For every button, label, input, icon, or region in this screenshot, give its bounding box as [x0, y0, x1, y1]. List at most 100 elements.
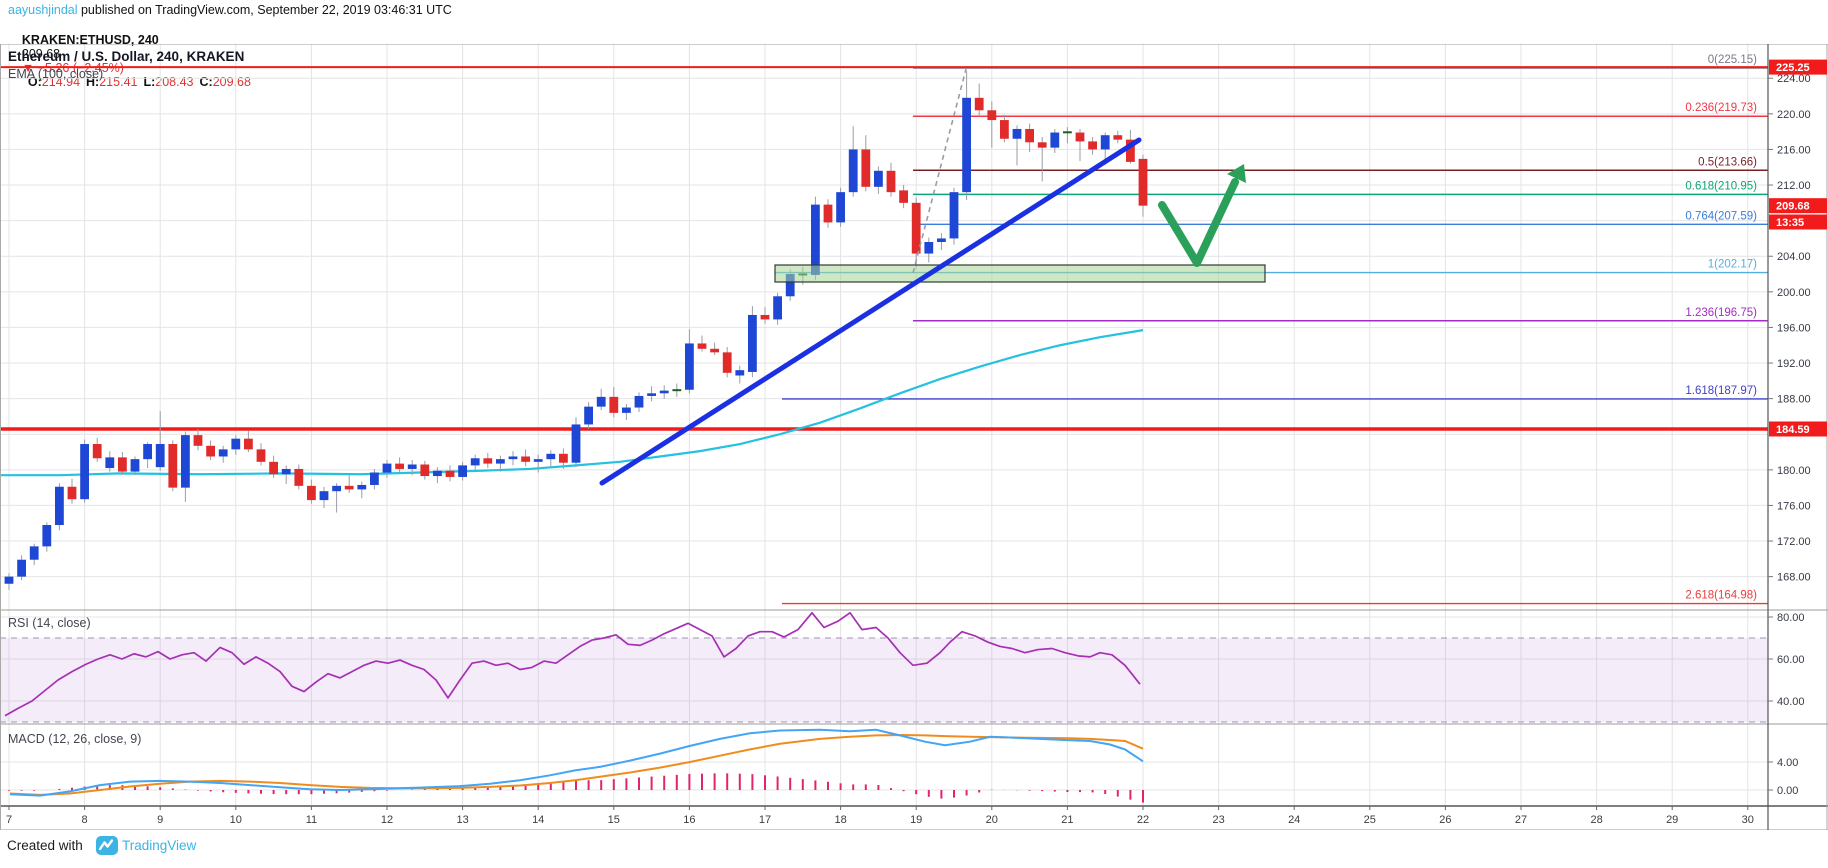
tradingview-logo-icon[interactable]: [96, 836, 118, 861]
candle: [458, 461, 467, 481]
candle-body: [647, 393, 656, 396]
rsi-band: [0, 637, 1768, 723]
candle-body: [584, 406, 593, 425]
price-badge-bg: [1769, 198, 1827, 214]
candle-body: [836, 192, 845, 223]
candle: [685, 329, 694, 394]
price-tick-label: 192.00: [1777, 358, 1811, 370]
candle: [609, 387, 619, 418]
price-badge-bg: [1769, 214, 1827, 230]
time-tick-label: 15: [608, 814, 620, 826]
rsi-band-fill: [0, 638, 1768, 722]
candle: [886, 162, 896, 197]
candle-body: [256, 449, 266, 462]
fib-label: 1.618(187.97): [1685, 385, 1757, 397]
tradingview-link[interactable]: TradingView: [122, 838, 197, 853]
candle: [281, 465, 291, 485]
candle: [1063, 127, 1072, 144]
price-axis[interactable]: 224.00 220.00 216.00 212.00 204.00 200.00 196.…: [1768, 73, 1811, 797]
time-tick-label: 29: [1666, 814, 1678, 826]
page-header: aayushjindal published on TradingView.co…: [0, 0, 1828, 89]
price-badge-label: 209.68: [1776, 201, 1810, 213]
candle-body: [307, 485, 316, 501]
candle-body: [319, 491, 329, 501]
fib-label: 0.764(207.59): [1685, 210, 1757, 222]
candle-body: [80, 444, 89, 500]
price-badge-label: 225.25: [1776, 62, 1810, 74]
candle: [307, 479, 316, 504]
candle-body: [659, 390, 669, 394]
macd-histogram: [8, 773, 1144, 803]
candle-body: [911, 202, 921, 254]
time-tick-label: 24: [1288, 814, 1300, 826]
fib-label: 1.236(196.75): [1685, 307, 1757, 319]
candle-body: [596, 396, 606, 407]
candle: [861, 135, 871, 192]
price-tick-label: 212.00: [1777, 180, 1811, 192]
candle-body: [496, 459, 505, 464]
price-badge-label: 184.59: [1776, 424, 1810, 436]
candle: [911, 197, 921, 269]
time-tick-label: 26: [1439, 814, 1451, 826]
fib-label: 2.618(164.98): [1685, 590, 1757, 602]
candle: [987, 101, 997, 148]
candle: [521, 449, 530, 467]
candle-body: [622, 407, 631, 413]
candle: [508, 451, 518, 466]
candle: [181, 431, 190, 502]
price-tick-label: 176.00: [1777, 500, 1811, 512]
candle-body: [382, 463, 392, 473]
time-axis[interactable]: 7 8 9 10 11 12 13 14 15 16 17 18 19 20 21 22 23 24 25 26 27 2…: [6, 806, 1754, 826]
candle-body: [1000, 120, 1009, 139]
candle-body: [521, 456, 530, 462]
candle: [836, 187, 845, 227]
chart-area[interactable]: 0(225.15) 0.236(219.73) 0.5(213.66) 0.618(2…: [0, 43, 1828, 835]
candle: [874, 166, 883, 194]
candle-body: [143, 444, 152, 460]
candle-body: [483, 458, 493, 464]
candle: [105, 451, 115, 472]
rsi-line: [4, 611, 1141, 717]
candle-body: [1100, 135, 1110, 150]
candle: [55, 483, 64, 531]
rsi-tick-label: 40.00: [1777, 696, 1805, 708]
candle: [445, 465, 455, 482]
time-tick-label: 7: [6, 814, 12, 826]
candle-body: [1025, 128, 1034, 143]
bounce-arrow: [1158, 178, 1239, 267]
publish-text: published on TradingView.com, September …: [77, 3, 452, 17]
author-link[interactable]: aayushjindal: [8, 3, 78, 17]
candle: [67, 478, 77, 504]
candle-body: [294, 468, 304, 486]
time-tick-label: 27: [1515, 814, 1527, 826]
candle: [143, 442, 152, 469]
candle-body: [206, 445, 215, 457]
candle: [659, 385, 669, 399]
candle-body: [685, 343, 694, 390]
candle-body: [722, 352, 732, 373]
time-tick-label: 28: [1590, 814, 1602, 826]
candle: [370, 468, 379, 490]
candle-body: [181, 435, 190, 488]
candle-body: [344, 485, 354, 490]
price-tick-label: 216.00: [1777, 144, 1811, 156]
candle: [420, 460, 430, 480]
candle-body: [697, 343, 707, 349]
macd-tick-label: 0.00: [1777, 785, 1798, 797]
macd-line: [9, 728, 1144, 797]
candle: [17, 555, 26, 581]
price-tick-label: 200.00: [1777, 287, 1811, 299]
candle-body: [1113, 135, 1123, 140]
time-tick-label: 14: [532, 814, 544, 826]
candle-body: [974, 97, 984, 111]
price-badge-bg: [1769, 59, 1827, 75]
price-tick-label: 188.00: [1777, 394, 1811, 406]
rsi-indicator-label: RSI (14, close): [8, 616, 91, 630]
candle: [584, 402, 593, 429]
time-tick-label: 17: [759, 814, 771, 826]
candle-body: [168, 444, 178, 488]
price-chart-canvas[interactable]: 0(225.15) 0.236(219.73) 0.5(213.66) 0.618(2…: [0, 43, 1828, 831]
candle-body: [848, 149, 858, 193]
candle: [294, 464, 304, 490]
candle: [193, 428, 203, 451]
